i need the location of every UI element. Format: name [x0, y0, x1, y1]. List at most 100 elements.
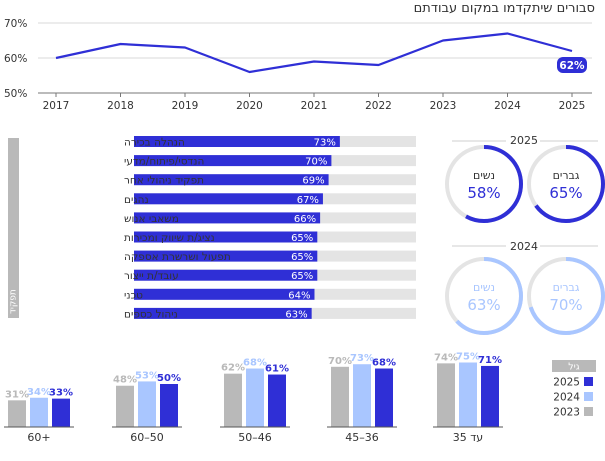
y-tick-label: 70%	[4, 18, 27, 30]
last-value-label: 62%	[559, 60, 585, 72]
age-bar-value-label: 70%	[328, 356, 352, 367]
x-tick-label: 2025	[559, 100, 586, 112]
age-category-label: +60	[27, 431, 50, 444]
bar-category-label: טכני	[124, 289, 143, 301]
age-bar-value-label: 61%	[265, 364, 289, 375]
age-bar	[481, 365, 499, 427]
age-bar	[160, 384, 178, 427]
legend-label: 2023	[553, 407, 580, 419]
bar-value-label: 66%	[294, 214, 316, 225]
bar-category-label: הנדסי/פיתוח/מדעי	[124, 156, 204, 168]
bar	[134, 231, 318, 243]
legend-label: 2024	[553, 392, 580, 404]
bar	[134, 136, 340, 147]
x-tick-label: 2024	[494, 100, 521, 112]
age-bar-value-label: 68%	[243, 358, 267, 369]
age-bar	[437, 363, 455, 427]
donut-label: נשים	[473, 281, 495, 294]
donut-year-label: 2024	[510, 240, 538, 253]
bar-value-label: 64%	[288, 290, 310, 301]
bar	[134, 288, 315, 300]
bar-value-label: 65%	[291, 252, 313, 263]
legend-swatch	[584, 377, 593, 386]
bar	[134, 193, 323, 205]
age-bar	[8, 400, 26, 427]
series-line	[55, 32, 573, 74]
bar-category-label: נציג/ת שיווק ומכירות	[124, 232, 215, 244]
legend-title: גיל	[568, 362, 580, 373]
bar-value-label: 73%	[314, 138, 336, 149]
age-bar-value-label: 62%	[221, 363, 245, 374]
donut-value-label: 58%	[467, 184, 500, 202]
age-bar-value-label: 33%	[49, 388, 73, 399]
age-bar-value-label: 50%	[157, 373, 181, 384]
bar-value-label: 70%	[305, 157, 327, 168]
y-tick-label: 60%	[4, 53, 27, 65]
donut-arc	[445, 145, 523, 223]
donut-arc	[527, 145, 605, 223]
bar	[134, 174, 329, 186]
age-bar	[268, 374, 286, 427]
age-bar	[353, 364, 371, 427]
donut-arc	[445, 257, 523, 335]
bar-category-label: נהגים	[124, 194, 149, 206]
donut-label: גברים	[553, 169, 580, 182]
legend-swatch	[584, 392, 593, 401]
age-bar-value-label: 53%	[135, 370, 159, 381]
donut-value-label: 65%	[549, 184, 582, 202]
age-bar-value-label: 34%	[27, 387, 51, 398]
y-tick-label: 50%	[4, 88, 27, 100]
bar	[134, 212, 321, 224]
age-category-label: 46–50	[238, 431, 272, 444]
bar	[134, 307, 312, 319]
bar-value-label: 67%	[297, 195, 319, 206]
age-bar-value-label: 68%	[372, 358, 396, 369]
bar	[134, 269, 318, 281]
bar-value-label: 65%	[291, 233, 313, 244]
bar-category-label: עובד/ת ייצור	[124, 270, 179, 282]
age-bar	[138, 381, 156, 427]
bar-category-label: משאבי אנוש	[124, 213, 179, 225]
age-bar-value-label: 71%	[478, 355, 502, 366]
x-tick-label: 2022	[365, 100, 392, 112]
last-value-badge	[557, 57, 587, 73]
donut-label: גברים	[553, 281, 580, 294]
line-chart-title: סבורים שיתקדמו במקום עבודתם	[413, 1, 595, 16]
legend-swatch	[584, 407, 593, 416]
age-bar	[375, 368, 393, 427]
age-bar	[52, 398, 70, 427]
x-tick-label: 2019	[172, 100, 199, 112]
bar-category-label: ניהול כספים	[124, 308, 178, 320]
age-bar	[246, 368, 264, 427]
donut-label: נשים	[473, 169, 495, 182]
bar-value-label: 69%	[302, 176, 324, 187]
age-bar	[224, 373, 242, 427]
bar	[134, 250, 318, 262]
bar-category-label: הנהלה בכירה	[124, 137, 185, 149]
donut-value-label: 63%	[467, 296, 500, 314]
age-bar	[331, 366, 349, 427]
bar-category-label: תפקיד ניהולי אחר	[124, 175, 204, 187]
legend-title-box	[552, 360, 596, 372]
donut-year-label: 2025	[510, 134, 538, 147]
age-bar	[116, 385, 134, 427]
donut-arc	[527, 257, 605, 335]
legend-label: 2025	[553, 377, 580, 389]
age-bar-value-label: 31%	[5, 389, 29, 400]
age-bar-value-label: 73%	[350, 353, 374, 364]
age-category-label: עד 35	[453, 431, 483, 444]
bar	[134, 155, 332, 167]
x-tick-label: 2023	[430, 100, 457, 112]
age-bar-value-label: 75%	[456, 352, 480, 363]
bar-category-label: תפעול ושרשרת אספקה	[124, 251, 231, 263]
age-bar	[30, 397, 48, 427]
x-tick-label: 2020	[236, 100, 263, 112]
x-tick-label: 2018	[107, 100, 134, 112]
x-tick-label: 2021	[301, 100, 328, 112]
age-bar-value-label: 48%	[113, 375, 137, 386]
bar-value-label: 65%	[291, 271, 313, 282]
age-category-label: 36–45	[345, 431, 379, 444]
donut-value-label: 70%	[549, 296, 582, 314]
age-bar-value-label: 74%	[434, 352, 458, 363]
